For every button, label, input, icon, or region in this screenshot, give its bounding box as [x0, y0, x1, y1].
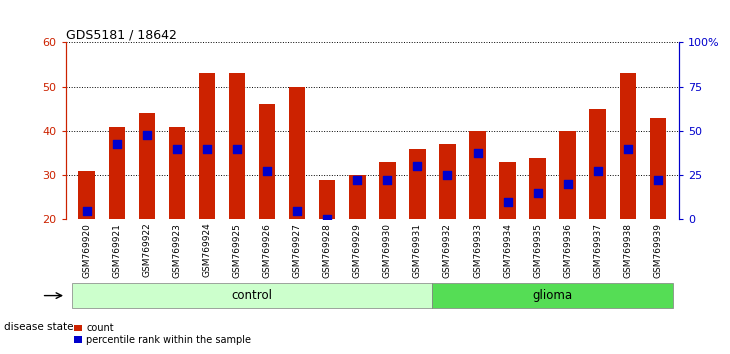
Bar: [319, 179, 336, 219]
Point: [171, 146, 182, 152]
Text: GSM769928: GSM769928: [323, 223, 331, 278]
Bar: [499, 162, 516, 219]
Bar: [409, 149, 426, 219]
Text: GSM769921: GSM769921: [112, 223, 121, 278]
Bar: [529, 158, 546, 219]
Text: GSM769926: GSM769926: [263, 223, 272, 278]
Point: [321, 217, 333, 222]
Point: [531, 190, 543, 196]
Legend: count, percentile rank within the sample: count, percentile rank within the sample: [71, 319, 255, 349]
Text: glioma: glioma: [533, 289, 573, 302]
Bar: [72, 283, 432, 308]
Text: GSM769935: GSM769935: [533, 223, 542, 278]
Bar: [349, 175, 366, 219]
Text: GSM769933: GSM769933: [473, 223, 482, 278]
Bar: [79, 171, 95, 219]
Text: GSM769929: GSM769929: [353, 223, 362, 278]
Bar: [228, 73, 245, 219]
Point: [291, 208, 303, 213]
Text: GSM769939: GSM769939: [653, 223, 662, 278]
Bar: [139, 113, 155, 219]
Point: [622, 146, 634, 152]
Bar: [379, 162, 396, 219]
Text: GSM769930: GSM769930: [383, 223, 392, 278]
Text: GSM769922: GSM769922: [142, 223, 151, 278]
Text: disease state: disease state: [4, 322, 73, 332]
Bar: [169, 126, 185, 219]
Point: [562, 181, 574, 187]
Point: [141, 132, 153, 138]
Text: GSM769934: GSM769934: [503, 223, 512, 278]
Bar: [109, 126, 125, 219]
Bar: [620, 73, 636, 219]
Bar: [439, 144, 456, 219]
Bar: [559, 131, 576, 219]
Text: GSM769923: GSM769923: [172, 223, 182, 278]
Bar: [259, 104, 275, 219]
Point: [261, 168, 273, 174]
Point: [502, 199, 513, 205]
Point: [412, 164, 423, 169]
Point: [472, 150, 483, 156]
Bar: [432, 283, 673, 308]
Text: GSM769927: GSM769927: [293, 223, 301, 278]
Point: [592, 168, 604, 174]
Point: [201, 146, 213, 152]
Text: GSM769938: GSM769938: [623, 223, 632, 278]
Text: GSM769924: GSM769924: [202, 223, 212, 278]
Bar: [289, 87, 305, 219]
Text: GDS5181 / 18642: GDS5181 / 18642: [66, 28, 177, 41]
Bar: [199, 73, 215, 219]
Bar: [650, 118, 666, 219]
Point: [442, 172, 453, 178]
Point: [652, 177, 664, 183]
Bar: [469, 131, 485, 219]
Text: control: control: [231, 289, 272, 302]
Text: GSM769920: GSM769920: [82, 223, 91, 278]
Text: GSM769936: GSM769936: [563, 223, 572, 278]
Text: GSM769932: GSM769932: [443, 223, 452, 278]
Point: [81, 208, 93, 213]
Point: [231, 146, 243, 152]
Text: GSM769925: GSM769925: [233, 223, 242, 278]
Text: GSM769937: GSM769937: [593, 223, 602, 278]
Point: [382, 177, 393, 183]
Point: [111, 141, 123, 147]
Point: [351, 177, 363, 183]
Bar: [590, 109, 606, 219]
Text: GSM769931: GSM769931: [413, 223, 422, 278]
